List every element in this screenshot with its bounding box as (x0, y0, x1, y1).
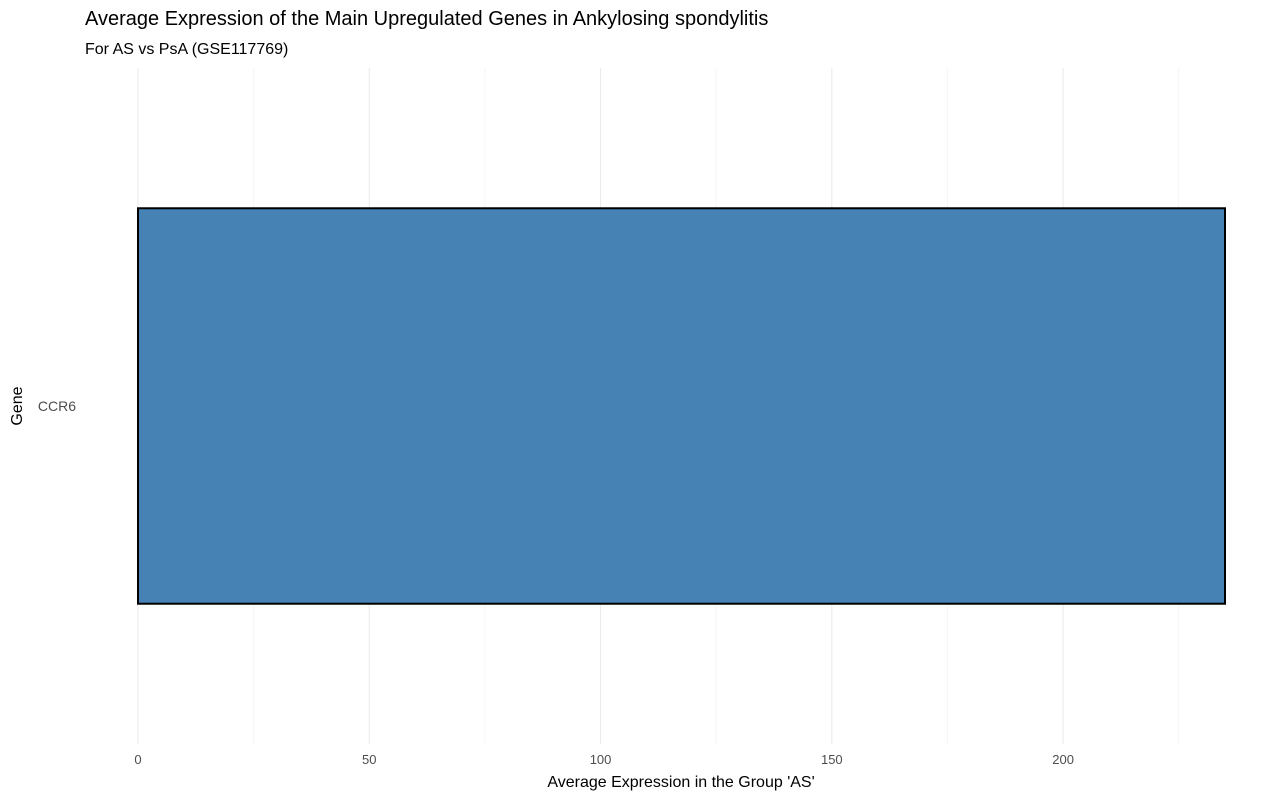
chart-title: Average Expression of the Main Upregulat… (85, 8, 768, 30)
x-tick-label: 150 (821, 752, 843, 767)
bar-ccr6 (137, 207, 1226, 605)
x-tick-labels: 0 50 100 150 200 (134, 752, 1074, 767)
y-category-labels: CCR6 (38, 398, 76, 414)
x-tick-label: 100 (590, 752, 612, 767)
y-axis-title: Gene (9, 386, 26, 425)
x-tick-label: 50 (362, 752, 376, 767)
chart-subtitle: For AS vs PsA (GSE117769) (85, 41, 288, 58)
x-tick-label: 200 (1052, 752, 1074, 767)
x-tick-label: 0 (134, 752, 141, 767)
x-axis-title: Average Expression in the Group 'AS' (547, 774, 814, 791)
y-tick-label: CCR6 (38, 398, 76, 414)
bar-layer (137, 207, 1226, 605)
